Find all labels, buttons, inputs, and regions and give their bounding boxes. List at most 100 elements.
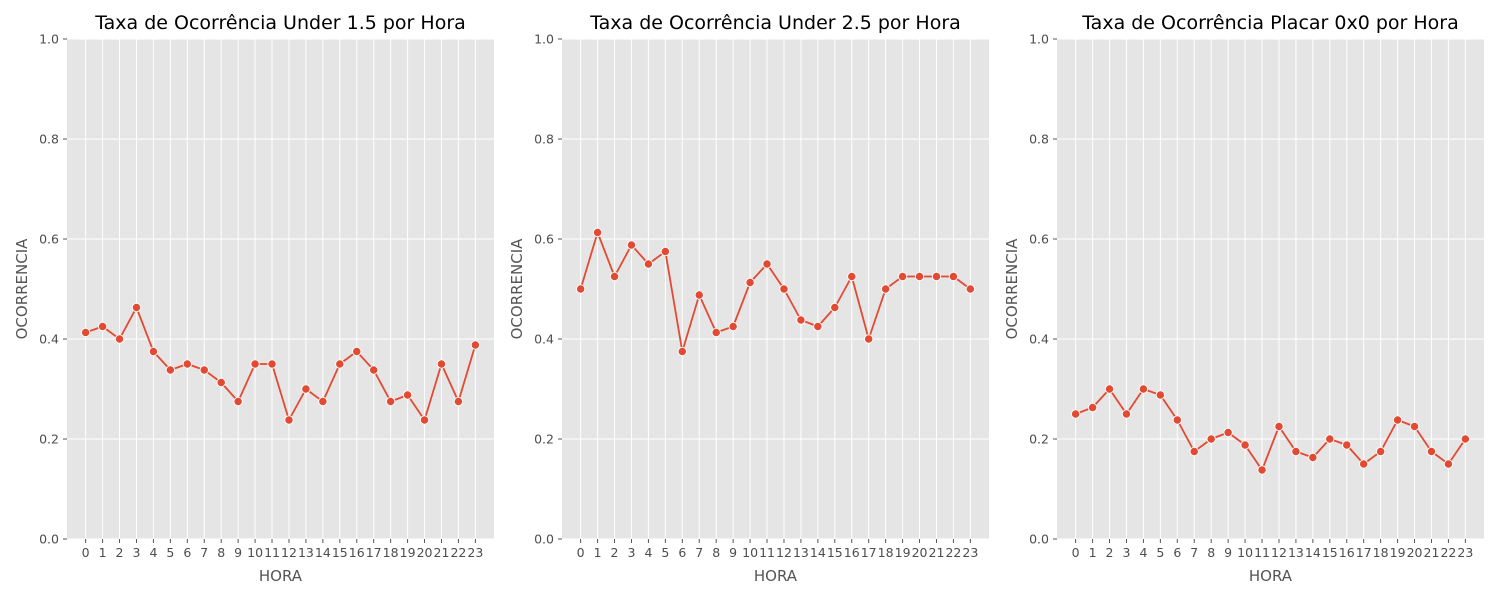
- data-point: [131, 302, 142, 313]
- x-tick-label: 14: [810, 545, 826, 560]
- x-tick-label: 0: [1072, 545, 1080, 560]
- data-point: [335, 359, 345, 369]
- x-tick-label: 2: [1106, 545, 1114, 560]
- data-point: [1392, 415, 1403, 425]
- x-tick-label: 7: [200, 545, 208, 560]
- y-tick-label: 0.4: [39, 332, 59, 347]
- x-axis-label: HORA: [1249, 567, 1293, 585]
- data-point: [1087, 402, 1098, 413]
- x-tick-label: 11: [1254, 545, 1270, 560]
- data-point: [1325, 434, 1335, 444]
- x-tick-label: 1: [1089, 545, 1097, 560]
- x-tick-label: 16: [349, 545, 365, 560]
- data-point: [592, 227, 603, 238]
- x-tick-label: 2: [116, 545, 124, 560]
- x-tick-label: 23: [962, 545, 978, 560]
- data-point: [419, 415, 430, 425]
- data-point: [1460, 434, 1471, 444]
- x-tick-label: 5: [661, 545, 669, 560]
- plot-background: [562, 39, 989, 539]
- data-point: [436, 359, 447, 369]
- data-point: [1409, 421, 1420, 432]
- y-tick-label: 1.0: [534, 32, 554, 47]
- x-axis-label: HORA: [754, 567, 798, 585]
- x-tick-label: 2: [611, 545, 619, 560]
- y-axis-label: OCORRENCIA: [508, 238, 526, 340]
- x-tick-label: 9: [1224, 545, 1232, 560]
- x-tick-label: 12: [776, 545, 792, 560]
- y-axis-label: OCORRENCIA: [1003, 238, 1021, 340]
- x-tick-label: 11: [759, 545, 775, 560]
- chart-title: Taxa de Ocorrência Under 1.5 por Hora: [94, 12, 466, 34]
- x-tick-label: 11: [264, 545, 280, 560]
- x-tick-label: 7: [1190, 545, 1198, 560]
- y-tick-label: 0.8: [534, 132, 554, 147]
- y-tick-label: 0.0: [39, 532, 59, 547]
- x-axis-label: HORA: [259, 567, 303, 585]
- data-point: [1342, 440, 1352, 450]
- x-tick-label: 3: [132, 545, 140, 560]
- x-tick-label: 9: [234, 545, 242, 560]
- data-point: [931, 271, 942, 282]
- x-tick-label: 8: [217, 545, 225, 560]
- x-tick-label: 8: [712, 545, 720, 560]
- x-tick-label: 18: [383, 545, 399, 560]
- x-tick-label: 23: [467, 545, 483, 560]
- data-point: [609, 271, 620, 282]
- y-tick-label: 0.0: [1029, 532, 1049, 547]
- x-tick-label: 10: [1237, 545, 1253, 560]
- data-point: [1308, 452, 1318, 463]
- data-point: [728, 321, 738, 332]
- y-tick-label: 0.8: [1029, 132, 1049, 147]
- data-point: [813, 321, 823, 332]
- x-tick-label: 1: [99, 545, 107, 560]
- data-point: [250, 359, 260, 369]
- x-tick-label: 22: [1440, 545, 1456, 560]
- x-tick-label: 19: [895, 545, 911, 560]
- x-tick-label: 1: [594, 545, 602, 560]
- chart-panel-1: 0.00.20.40.60.81.00 1 2 3 4 5 6 7 8 9 10 11 12 13 14 15…: [13, 12, 494, 585]
- x-tick-label: 20: [1407, 545, 1423, 560]
- data-point: [148, 346, 159, 357]
- data-point: [626, 240, 637, 250]
- data-point: [1223, 427, 1233, 438]
- x-tick-label: 12: [1271, 545, 1287, 560]
- data-point: [385, 396, 396, 407]
- x-tick-label: 4: [149, 545, 157, 560]
- data-point: [114, 334, 125, 344]
- x-tick-label: 4: [644, 545, 652, 560]
- x-tick-label: 8: [1207, 545, 1215, 560]
- x-tick-label: 15: [1322, 545, 1338, 560]
- data-point: [1375, 446, 1386, 457]
- y-tick-label: 0.6: [1029, 232, 1049, 247]
- data-point: [402, 390, 413, 400]
- y-tick-label: 1.0: [1029, 32, 1049, 47]
- x-tick-label: 3: [627, 545, 635, 560]
- data-point: [284, 415, 294, 425]
- data-point: [830, 302, 840, 313]
- x-tick-label: 10: [247, 545, 263, 560]
- y-tick-label: 0.4: [534, 332, 554, 347]
- y-tick-label: 0.6: [39, 232, 59, 247]
- chart-panel-2: 0.00.20.40.60.81.00 1 2 3 4 5 6 7 8 9 10 11 12 13 14 15…: [508, 12, 989, 585]
- data-point: [318, 396, 328, 407]
- x-tick-label: 0: [577, 545, 585, 560]
- data-point: [1189, 446, 1199, 457]
- data-point: [1240, 440, 1250, 450]
- data-point: [1172, 415, 1182, 425]
- data-point: [165, 365, 176, 375]
- data-point: [1070, 409, 1081, 419]
- data-point: [643, 259, 654, 269]
- x-tick-label: 19: [400, 545, 416, 560]
- data-point: [352, 346, 362, 357]
- x-tick-label: 16: [844, 545, 860, 560]
- data-point: [1291, 446, 1301, 457]
- data-point: [864, 334, 874, 344]
- data-point: [711, 327, 721, 338]
- data-point: [914, 271, 925, 282]
- data-point: [267, 359, 277, 369]
- x-tick-label: 6: [678, 545, 686, 560]
- data-point: [796, 315, 806, 325]
- y-axis-label: OCORRENCIA: [13, 238, 31, 340]
